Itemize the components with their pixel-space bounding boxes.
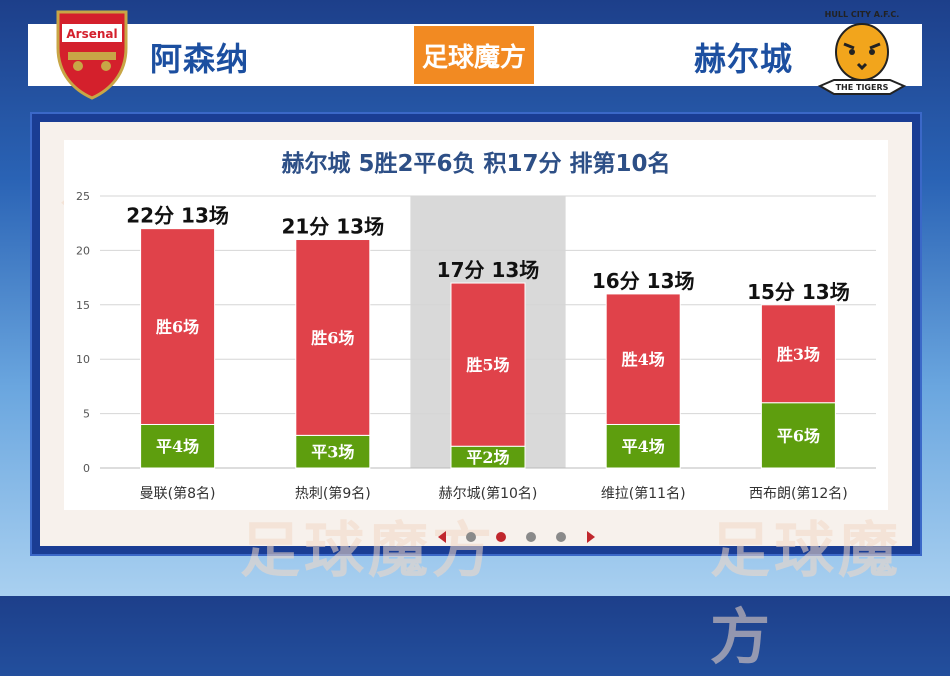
x-category-label: 赫尔城(第10名): [439, 485, 538, 502]
hull-crest-subtext: THE TIGERS: [836, 83, 889, 92]
win-data-label: 胜6场: [156, 318, 199, 337]
total-data-label: 22分 13场: [126, 204, 229, 228]
pager-dot-2[interactable]: [496, 532, 506, 542]
match-header: 阿森纳 足球魔方 赫尔城: [28, 24, 922, 86]
draw-data-label: 平4场: [622, 437, 665, 456]
draw-data-label: 平2场: [466, 448, 509, 467]
total-data-label: 15分 13场: [747, 280, 850, 304]
arsenal-crest-text: Arsenal: [66, 27, 117, 41]
bar-segment-draw: [605, 423, 681, 469]
x-category-label: 维拉(第11名): [601, 485, 686, 502]
win-data-label: 胜3场: [777, 345, 820, 364]
chart-title: 赫尔城 5胜2平6负 积17分 排第10名: [281, 151, 671, 177]
bar-segment-win: [760, 304, 836, 404]
bar-segment-win: [140, 228, 216, 425]
pager-dot-3[interactable]: [526, 532, 536, 542]
hull-crest-text: HULL CITY A.F.C.: [825, 10, 900, 19]
bar-segment-draw: [295, 434, 371, 469]
total-data-label: 21分 13场: [281, 215, 384, 239]
draw-data-label: 平6场: [777, 426, 820, 445]
hull-city-crest-icon: HULL CITY A.F.C. THE TIGERS: [817, 10, 907, 95]
bar-segment-draw: [760, 402, 836, 469]
away-team-name: 赫尔城: [694, 40, 794, 78]
bar-segment-win: [605, 293, 681, 425]
draw-data-label: 平4场: [156, 437, 199, 456]
total-data-label: 16分 13场: [592, 269, 695, 293]
x-category-label: 曼联(第8名): [140, 485, 216, 502]
bar-segment-draw: [140, 423, 216, 469]
brand-logo: 足球魔方: [414, 26, 534, 84]
brand-label: 足球魔方: [421, 42, 526, 73]
y-tick-label: 5: [83, 408, 90, 421]
draw-data-label: 平3场: [311, 443, 354, 462]
y-tick-label: 15: [76, 299, 90, 312]
home-team-name: 阿森纳: [150, 40, 250, 78]
y-tick-label: 0: [83, 462, 90, 475]
y-tick-label: 25: [76, 190, 90, 203]
next-arrow-icon[interactable]: [587, 531, 595, 543]
x-category-label: 西布朗(第12名): [749, 485, 848, 502]
y-tick-label: 20: [76, 244, 90, 257]
bar-segment-win: [295, 239, 371, 436]
bar-segment-win: [450, 282, 526, 447]
total-data-label: 17分 13场: [437, 258, 540, 282]
arsenal-crest-icon: Arsenal: [56, 10, 128, 100]
previous-arrow-icon[interactable]: [438, 531, 446, 543]
pager-dot-4[interactable]: [556, 532, 566, 542]
win-data-label: 胜6场: [311, 328, 354, 347]
y-tick-label: 10: [76, 353, 90, 366]
x-category-label: 热刺(第9名): [295, 485, 371, 502]
win-data-label: 胜4场: [622, 350, 665, 369]
pager-dot-1[interactable]: [466, 532, 476, 542]
win-data-label: 胜5场: [466, 356, 509, 375]
slide-pager: [436, 529, 600, 547]
